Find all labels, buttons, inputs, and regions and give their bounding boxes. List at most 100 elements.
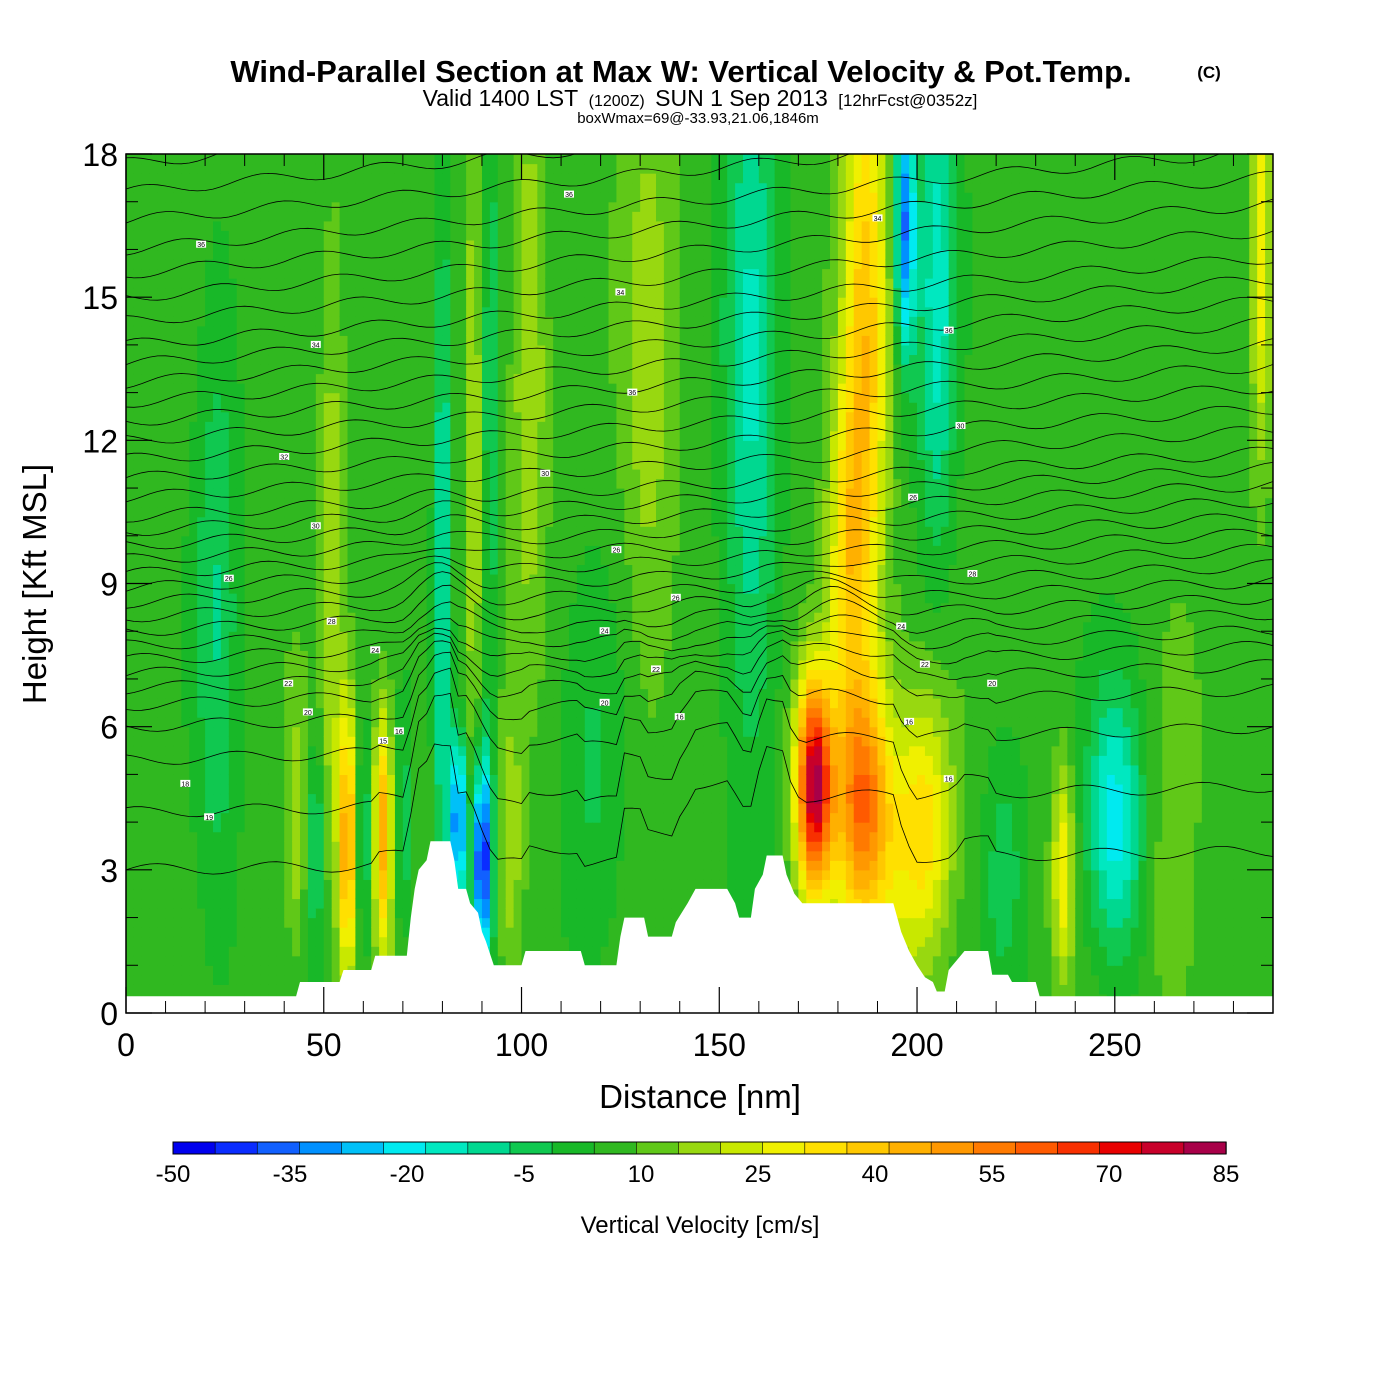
velocity-cell xyxy=(339,392,349,403)
velocity-cell xyxy=(553,917,562,928)
velocity-cell xyxy=(189,249,198,260)
velocity-cell xyxy=(220,449,230,461)
velocity-cell xyxy=(268,717,277,728)
velocity-cell xyxy=(220,726,230,737)
velocity-cell xyxy=(173,774,182,785)
velocity-cell xyxy=(379,440,388,451)
velocity-cell xyxy=(260,497,269,508)
velocity-cell xyxy=(434,755,444,766)
velocity-cell xyxy=(497,908,507,919)
velocity-cell xyxy=(339,936,349,947)
velocity-cell xyxy=(474,383,483,394)
velocity-cell xyxy=(220,220,230,231)
velocity-cell xyxy=(553,745,562,756)
velocity-cell xyxy=(426,535,436,546)
velocity-cell xyxy=(276,717,285,728)
velocity-cell xyxy=(355,831,364,842)
velocity-cell xyxy=(260,554,269,566)
velocity-cell xyxy=(189,516,198,527)
velocity-cell xyxy=(513,497,523,508)
velocity-cell xyxy=(315,383,325,394)
velocity-cell xyxy=(537,850,546,861)
velocity-cell xyxy=(553,621,562,632)
velocity-cell xyxy=(228,917,238,928)
velocity-cell xyxy=(236,402,246,413)
velocity-cell xyxy=(371,678,380,690)
velocity-cell xyxy=(537,239,546,251)
velocity-cell xyxy=(521,192,531,203)
velocity-cell xyxy=(339,908,349,919)
velocity-cell xyxy=(315,258,325,270)
velocity-cell xyxy=(236,306,246,317)
velocity-cell xyxy=(402,640,412,651)
velocity-cell xyxy=(497,516,507,527)
velocity-cell xyxy=(189,822,198,833)
velocity-cell xyxy=(339,698,349,709)
velocity-cell xyxy=(300,659,309,670)
velocity-cell xyxy=(315,497,325,508)
velocity-cell xyxy=(402,669,412,680)
velocity-cell xyxy=(189,726,198,737)
velocity-cell xyxy=(529,879,538,890)
velocity-cell xyxy=(165,258,175,270)
velocity-cell xyxy=(394,325,404,336)
velocity-cell xyxy=(133,478,143,489)
velocity-cell xyxy=(513,173,523,184)
velocity-cell xyxy=(197,831,206,842)
velocity-cell xyxy=(220,650,230,661)
velocity-cell xyxy=(228,936,238,947)
velocity-cell xyxy=(426,554,436,566)
velocity-cell xyxy=(497,860,507,871)
velocity-cell xyxy=(252,430,262,441)
velocity-cell xyxy=(513,306,523,317)
velocity-cell xyxy=(244,755,254,766)
velocity-cell xyxy=(276,421,285,432)
velocity-cell xyxy=(157,554,167,566)
velocity-cell xyxy=(213,984,222,995)
velocity-cell xyxy=(205,344,214,356)
velocity-cell xyxy=(489,593,499,604)
velocity-cell xyxy=(300,230,309,241)
velocity-cell xyxy=(553,736,562,747)
velocity-cell xyxy=(474,459,483,470)
velocity-cell xyxy=(260,545,269,556)
velocity-cell xyxy=(363,888,372,900)
velocity-cell xyxy=(292,774,301,785)
velocity-cell xyxy=(126,564,135,575)
velocity-cell xyxy=(489,545,499,556)
velocity-cell xyxy=(458,631,467,642)
velocity-cell xyxy=(529,545,538,556)
velocity-cell xyxy=(276,392,285,403)
velocity-cell xyxy=(133,554,143,566)
velocity-cell xyxy=(133,850,143,861)
velocity-cell xyxy=(141,507,151,518)
velocity-cell xyxy=(315,316,325,327)
velocity-cell xyxy=(426,621,436,632)
velocity-cell xyxy=(133,908,143,919)
velocity-cell xyxy=(133,707,143,718)
velocity-cell xyxy=(553,860,562,871)
velocity-cell xyxy=(379,659,388,670)
velocity-cell xyxy=(205,430,214,441)
velocity-cell xyxy=(410,602,420,613)
velocity-cell xyxy=(363,488,372,499)
velocity-cell xyxy=(300,688,309,699)
velocity-cell xyxy=(347,535,356,546)
velocity-cell xyxy=(323,173,333,184)
velocity-cell xyxy=(537,201,546,212)
velocity-cell xyxy=(355,449,364,461)
velocity-cell xyxy=(197,688,206,699)
velocity-cell xyxy=(236,936,246,947)
velocity-cell xyxy=(126,373,135,384)
velocity-cell xyxy=(284,860,293,871)
velocity-cell xyxy=(434,459,444,470)
velocity-cell xyxy=(173,879,182,890)
velocity-cell xyxy=(521,220,531,231)
velocity-cell xyxy=(363,239,372,251)
velocity-cell xyxy=(197,440,206,451)
velocity-cell xyxy=(260,669,269,680)
velocity-cell xyxy=(165,688,175,699)
velocity-cell xyxy=(141,659,151,670)
velocity-cell xyxy=(284,354,293,365)
velocity-cell xyxy=(165,278,175,289)
